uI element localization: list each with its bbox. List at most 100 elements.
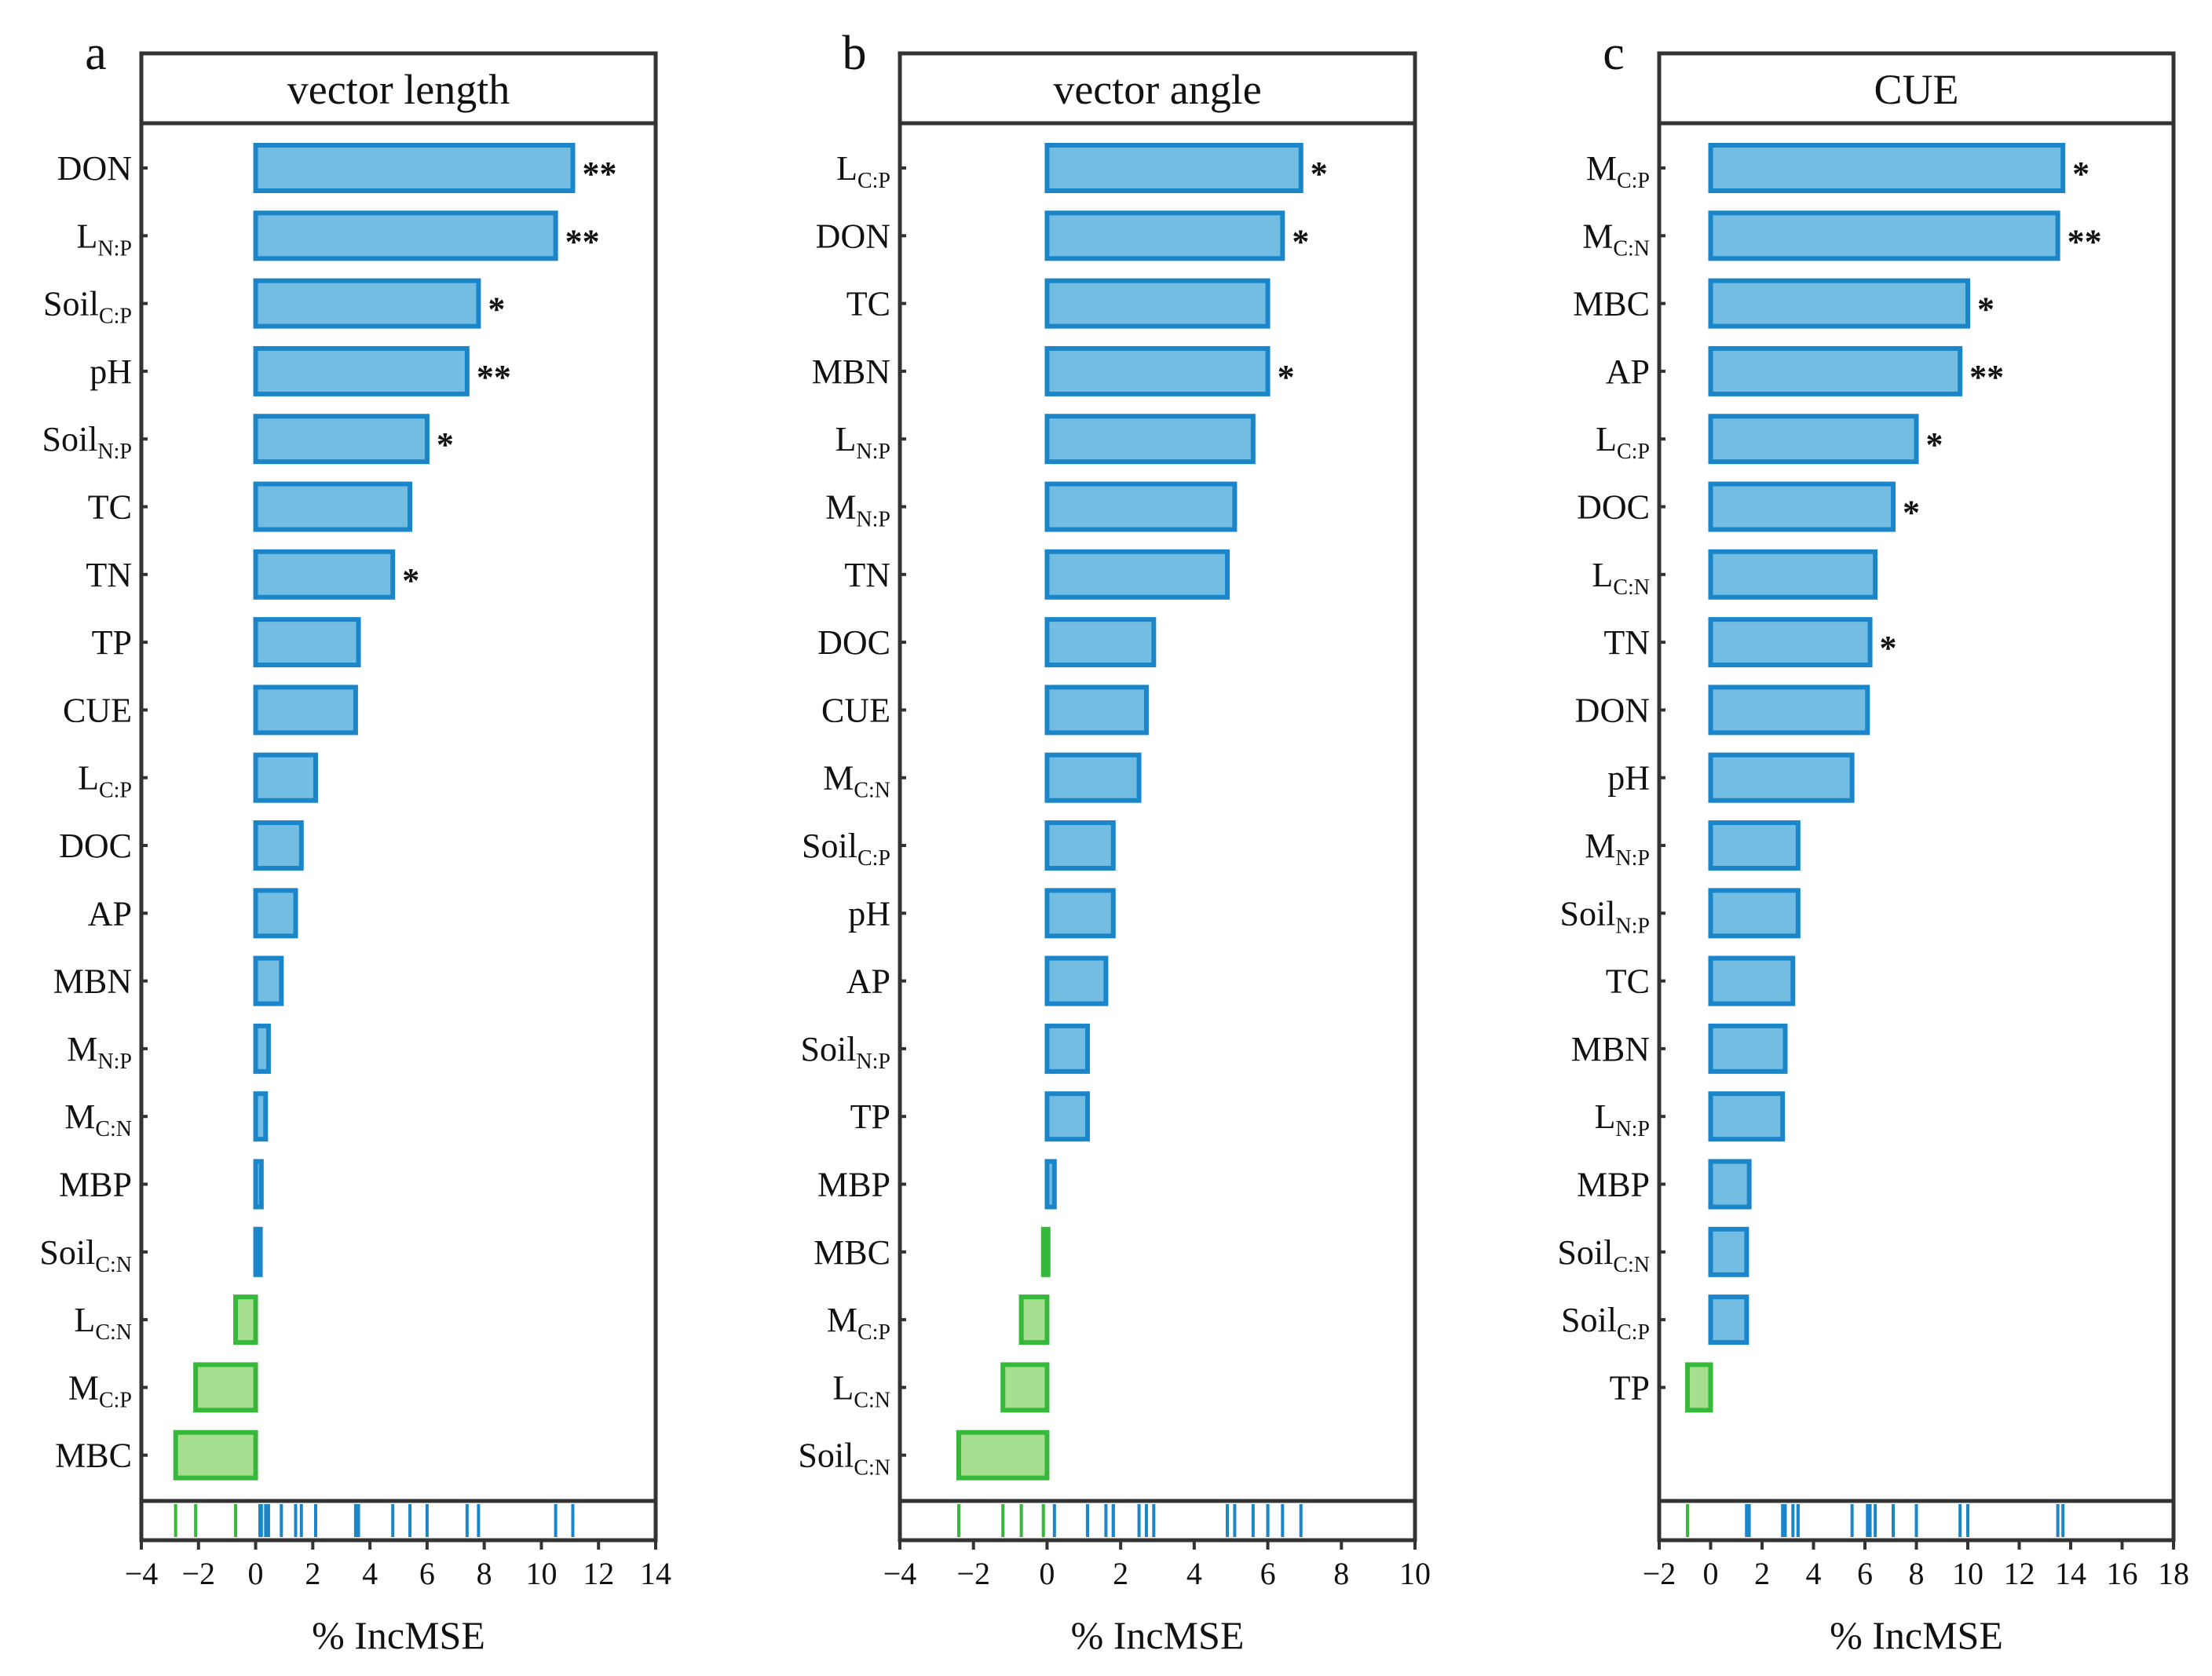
bar (253, 820, 304, 871)
panel-title: CUE (1874, 66, 1959, 113)
bar (253, 752, 318, 803)
bar (253, 955, 284, 1006)
x-tick-label: 14 (2055, 1556, 2086, 1591)
x-tick-label: 2 (1754, 1556, 1770, 1591)
y-tick-label: MBC (1573, 285, 1650, 323)
bar (1044, 210, 1285, 261)
y-tick-label: MC:P (827, 1301, 890, 1345)
bar (253, 345, 470, 396)
x-tick-label: 4 (1186, 1556, 1202, 1591)
y-tick-label: pH (90, 352, 132, 391)
bar (1044, 1023, 1090, 1074)
x-tick-label: 8 (1333, 1556, 1349, 1591)
bar (173, 1430, 258, 1481)
bar (1708, 481, 1896, 532)
bar (253, 1023, 271, 1074)
y-tick-label: MC:N (823, 759, 890, 803)
bar (1685, 1362, 1713, 1413)
panel-title: vector length (287, 66, 510, 113)
y-tick-label: MBP (59, 1166, 132, 1204)
bar (1708, 1159, 1752, 1210)
bar (253, 1159, 264, 1210)
bar (1044, 955, 1109, 1006)
bar (1708, 549, 1878, 600)
x-axis-title: % IncMSE (312, 1613, 485, 1657)
y-tick-label: MBN (1571, 1030, 1650, 1068)
x-tick-label: 16 (2107, 1556, 2138, 1591)
bar (1040, 1226, 1051, 1277)
y-tick-label: CUE (63, 691, 132, 729)
bar (1708, 1226, 1749, 1277)
y-tick-label: LC:N (1592, 556, 1650, 600)
bar (1044, 752, 1142, 803)
significance-label: * (1903, 494, 1920, 532)
y-tick-label: LN:P (77, 217, 132, 261)
rug-frame (139, 1499, 658, 1543)
y-tick-label: LC:N (832, 1368, 890, 1412)
y-tick-label: LC:P (1596, 420, 1650, 464)
x-tick-label: −2 (956, 1556, 990, 1591)
bar (1044, 143, 1303, 193)
bar (1708, 345, 1963, 396)
y-tick-label: MBN (812, 352, 890, 391)
y-tick-label: SoilC:P (43, 285, 132, 329)
x-axis-title: % IncMSE (1071, 1613, 1245, 1657)
bar (253, 143, 576, 193)
y-tick-label: TC (846, 285, 890, 323)
y-tick-label: TN (844, 556, 890, 594)
bar (253, 888, 298, 939)
bar (1708, 752, 1855, 803)
bar (253, 1226, 263, 1277)
bar (1708, 617, 1873, 668)
bar (233, 1294, 258, 1346)
x-tick-label: 0 (1703, 1556, 1719, 1591)
x-tick-label: 12 (2004, 1556, 2035, 1591)
significance-label: * (437, 425, 454, 464)
bar (1000, 1362, 1050, 1413)
y-tick-label: SoilC:N (39, 1233, 132, 1277)
x-tick-label: 12 (583, 1556, 614, 1591)
significance-label: ** (565, 222, 600, 261)
y-tick-label: SoilC:N (1557, 1233, 1650, 1277)
x-tick-label: −4 (883, 1556, 917, 1591)
y-tick-label: TP (1610, 1368, 1650, 1407)
y-tick-label: LC:P (836, 149, 890, 193)
significance-label: ** (477, 358, 511, 396)
bar (193, 1362, 258, 1413)
bar (253, 617, 361, 668)
plot-frame (1657, 121, 2176, 1503)
y-tick-label: DON (1575, 691, 1650, 729)
y-tick-label: pH (848, 894, 890, 933)
bar (1708, 143, 2066, 193)
x-tick-label: 2 (1113, 1556, 1128, 1591)
significance-label: * (1880, 629, 1897, 667)
y-tick-label: AP (88, 894, 132, 933)
y-tick-label: MC:N (64, 1097, 132, 1141)
bar (1708, 278, 1970, 329)
bar (1708, 1294, 1749, 1346)
bar (1044, 481, 1238, 532)
x-tick-label: 4 (362, 1556, 378, 1591)
y-tick-label: MN:P (1585, 827, 1650, 871)
significance-label: * (488, 290, 505, 329)
significance-label: * (402, 561, 419, 600)
bar (1708, 414, 1919, 465)
y-tick-label: MBP (817, 1166, 890, 1204)
x-tick-label: 10 (525, 1556, 557, 1591)
y-tick-label: AP (846, 962, 890, 1001)
bar (253, 549, 396, 600)
y-tick-label: DON (57, 149, 132, 188)
x-tick-label: 0 (1039, 1556, 1055, 1591)
y-tick-label: LN:P (835, 420, 890, 464)
x-tick-label: −4 (125, 1556, 159, 1591)
bar (1708, 820, 1801, 871)
x-tick-label: −2 (181, 1556, 215, 1591)
bar (1708, 210, 2060, 261)
bar (1044, 414, 1256, 465)
y-tick-label: SoilN:P (42, 420, 133, 464)
y-tick-label: DOC (59, 827, 132, 865)
bar (253, 481, 413, 532)
y-tick-label: TP (92, 623, 132, 662)
y-tick-label: MN:P (825, 488, 890, 532)
